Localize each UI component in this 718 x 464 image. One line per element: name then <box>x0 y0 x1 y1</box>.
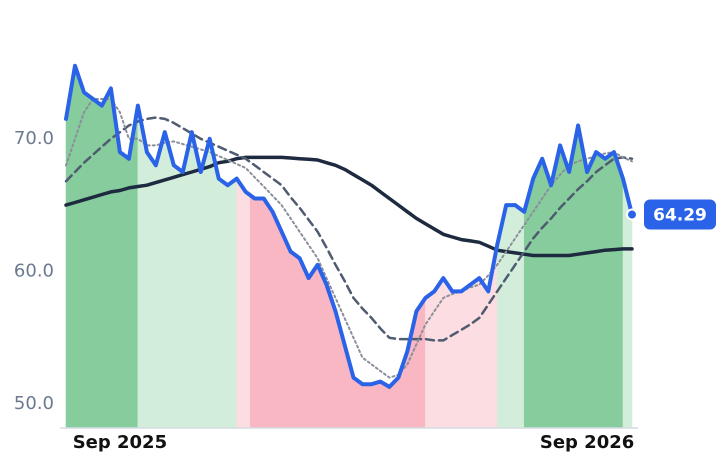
x-tick-label: Sep 2026 <box>540 432 634 453</box>
x-tick-label: Sep 2025 <box>73 432 167 453</box>
last-value-label: 64.29 <box>653 206 707 226</box>
region <box>249 194 426 429</box>
series-line <box>64 155 634 258</box>
region <box>523 125 624 429</box>
region <box>65 65 139 429</box>
last-value-badge <box>644 199 716 230</box>
region <box>236 177 251 429</box>
region <box>496 204 525 429</box>
y-tick-label: 70.0 <box>14 128 54 149</box>
y-tick-label: 50.0 <box>14 393 54 414</box>
region <box>425 244 498 429</box>
last-point <box>626 208 638 221</box>
series-line <box>64 116 634 342</box>
series-line <box>64 63 634 389</box>
y-tick-label: 60.0 <box>14 260 54 281</box>
